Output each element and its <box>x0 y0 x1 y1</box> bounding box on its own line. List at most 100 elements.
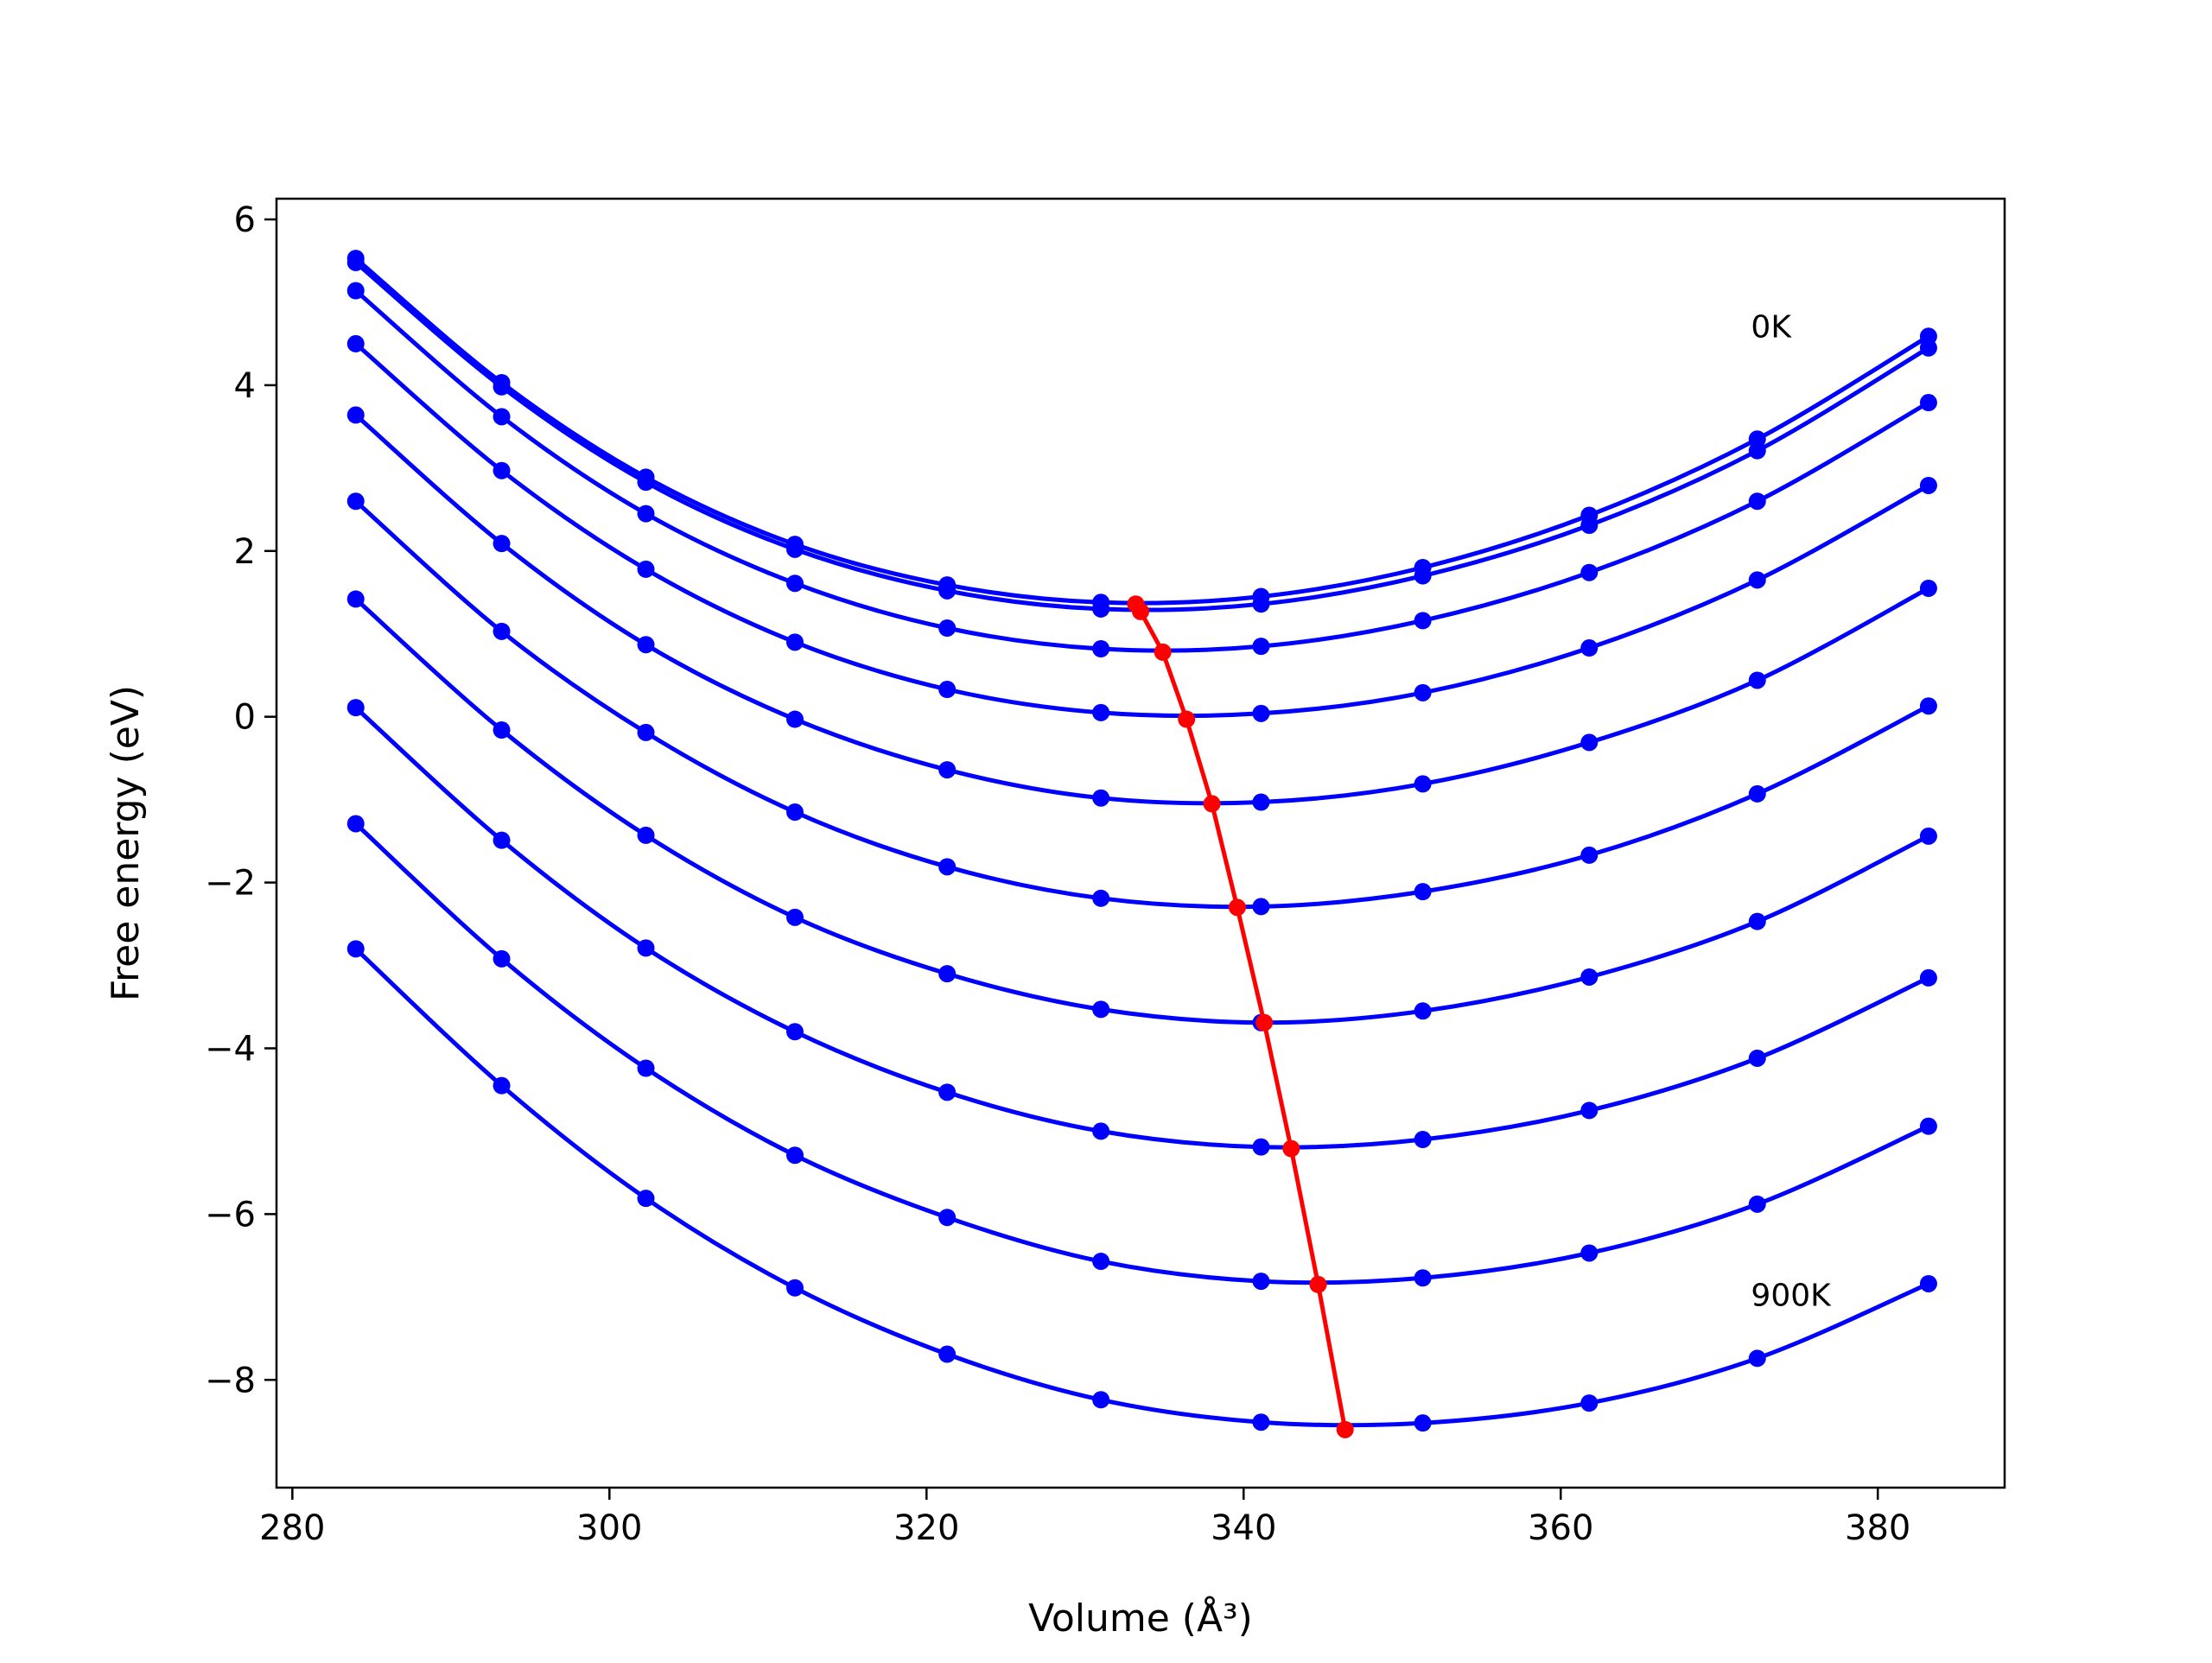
series-7-point-9 <box>1748 1049 1766 1067</box>
y-axis: −8 −6 −4 −2 0 2 4 6 <box>205 200 276 1400</box>
series-4-point-8 <box>1580 733 1599 752</box>
series-line-8 <box>354 822 1929 1285</box>
series-3-point-7 <box>1414 683 1432 701</box>
series-8-point-6 <box>1252 1273 1270 1291</box>
series-7-point-10 <box>1919 968 1937 987</box>
series-5-point-9 <box>1748 784 1766 803</box>
plot-frame <box>275 197 2006 1489</box>
minima-point-2 <box>1154 643 1172 661</box>
series-9-point-1 <box>493 1076 511 1095</box>
series-3-point-2 <box>637 560 655 578</box>
series-7-point-5 <box>1092 1122 1110 1140</box>
series-9-point-6 <box>1252 1413 1270 1431</box>
series-6-point-5 <box>1092 1000 1110 1019</box>
series-2-point-7 <box>1414 612 1432 630</box>
series-8-point-3 <box>786 1146 804 1165</box>
series-5-point-1 <box>493 622 511 640</box>
series-9-point-9 <box>1748 1349 1766 1368</box>
series-4-point-3 <box>786 710 804 728</box>
x-axis-label: Volume (Å³) <box>1028 1595 1253 1641</box>
series-2-point-9 <box>1748 492 1766 511</box>
series-5-point-8 <box>1580 846 1599 864</box>
series-8-point-5 <box>1092 1253 1110 1271</box>
series-2-point-0 <box>346 282 365 300</box>
x-axis: 280 300 320 340 360 380 <box>259 1488 1910 1548</box>
series-5-point-6 <box>1252 898 1270 916</box>
series-8-point-8 <box>1580 1244 1599 1262</box>
series-4-point-6 <box>1252 793 1270 811</box>
series-1-point-3 <box>786 540 804 558</box>
series-8-point-7 <box>1414 1269 1432 1287</box>
series-5-point-2 <box>637 723 655 741</box>
series-8-point-10 <box>1919 1117 1937 1135</box>
series-4-point-1 <box>493 535 511 553</box>
series-1-point-7 <box>1414 567 1432 585</box>
series-2-point-2 <box>637 505 655 523</box>
series-2-point-5 <box>1092 640 1110 658</box>
series-4-point-5 <box>1092 789 1110 807</box>
series-4-point-2 <box>637 636 655 654</box>
series-4-point-0 <box>346 406 365 424</box>
series-7-point-3 <box>786 1023 804 1041</box>
series-6-point-1 <box>493 721 511 739</box>
series-1-point-2 <box>637 473 655 492</box>
series-6-point-7 <box>1414 1002 1432 1020</box>
series-7-point-4 <box>938 1083 957 1101</box>
series-9-point-5 <box>1092 1391 1110 1409</box>
series-3-point-0 <box>346 334 365 352</box>
y-tick-label-3: −2 <box>205 864 256 904</box>
series-9-point-0 <box>346 940 365 958</box>
series-6-point-4 <box>938 965 957 983</box>
y-tick-label-5: 2 <box>234 532 256 572</box>
series-6-point-0 <box>346 590 365 608</box>
series-2-point-3 <box>786 574 804 593</box>
x-tick-label-5: 380 <box>1845 1508 1910 1548</box>
series-4-point-4 <box>938 761 957 779</box>
series-line-1 <box>354 260 1930 613</box>
series-4-point-10 <box>1919 579 1937 597</box>
series-4-point-7 <box>1414 775 1432 793</box>
series-3-point-1 <box>493 461 511 479</box>
series-7-point-1 <box>493 831 511 849</box>
series-8-point-2 <box>637 1059 655 1077</box>
series-6-point-10 <box>1919 827 1937 845</box>
series-9-point-3 <box>786 1279 804 1297</box>
annotation-1: 900K <box>1751 1278 1832 1313</box>
series-2-point-4 <box>938 619 957 638</box>
series-6-point-9 <box>1748 912 1766 930</box>
series-line-0 <box>354 257 1930 606</box>
series-1-point-9 <box>1748 441 1766 460</box>
series-8-point-9 <box>1748 1195 1766 1213</box>
series-5-point-3 <box>786 803 804 822</box>
series-5-point-0 <box>346 492 365 511</box>
series-1-point-0 <box>346 253 365 271</box>
minima-point-8 <box>1309 1275 1327 1293</box>
series-7-point-7 <box>1414 1131 1432 1149</box>
minima-point-3 <box>1178 710 1196 728</box>
series-3-point-10 <box>1919 476 1937 494</box>
series-3-point-4 <box>938 681 957 699</box>
series-4-point-9 <box>1748 671 1766 689</box>
series-3-point-9 <box>1748 571 1766 589</box>
x-tick-label-0: 280 <box>259 1508 325 1548</box>
series-6-point-3 <box>786 908 804 926</box>
minima-line <box>1134 602 1348 1431</box>
series-line-6 <box>354 597 1930 1025</box>
series-9-point-4 <box>938 1345 957 1363</box>
y-tick-label-7: 6 <box>234 200 256 240</box>
series-7-point-6 <box>1252 1138 1270 1156</box>
series-1-point-5 <box>1092 600 1110 618</box>
series-3-point-3 <box>786 633 804 651</box>
series-9-point-2 <box>637 1190 655 1208</box>
series-5-point-4 <box>938 858 957 876</box>
series-8-point-0 <box>346 815 365 833</box>
series-6-point-2 <box>637 826 655 844</box>
series-8-point-1 <box>493 949 511 968</box>
series-9-point-7 <box>1414 1414 1432 1432</box>
series-1-point-4 <box>938 581 957 600</box>
series-line-9 <box>353 947 1929 1428</box>
y-tick-label-1: −6 <box>205 1195 256 1235</box>
curves-layer <box>346 250 1937 1432</box>
minima-point-9 <box>1336 1420 1354 1438</box>
